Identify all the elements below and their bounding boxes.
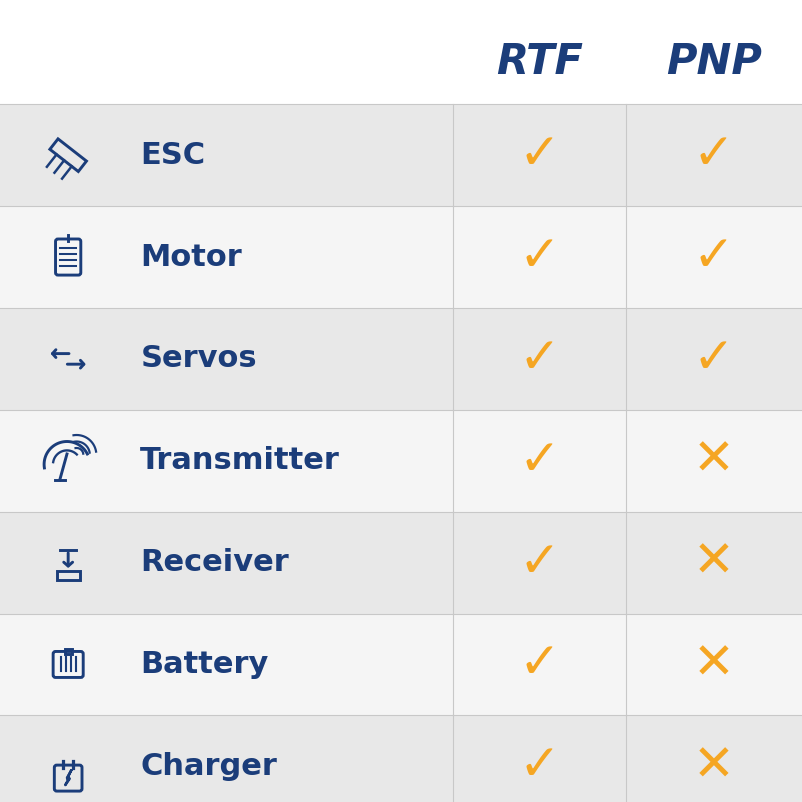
- Text: ✓: ✓: [518, 132, 561, 179]
- Text: ✕: ✕: [693, 743, 735, 790]
- Text: RTF: RTF: [496, 41, 583, 83]
- Text: ✓: ✓: [518, 437, 561, 484]
- Text: ✓: ✓: [518, 539, 561, 586]
- Bar: [0, 512, 802, 614]
- Bar: [57, 571, 79, 580]
- Bar: [0, 206, 802, 308]
- Text: ✕: ✕: [693, 641, 735, 688]
- Text: ✓: ✓: [518, 335, 561, 383]
- Text: Charger: Charger: [140, 751, 277, 781]
- Text: Receiver: Receiver: [140, 548, 289, 577]
- Bar: [0, 410, 802, 512]
- Bar: [0, 104, 802, 206]
- Text: ✕: ✕: [693, 539, 735, 586]
- Text: ✓: ✓: [693, 335, 735, 383]
- Bar: [0, 308, 802, 410]
- Text: ✓: ✓: [693, 233, 735, 281]
- Text: Motor: Motor: [140, 242, 242, 272]
- Bar: [65, 649, 71, 654]
- Text: ✓: ✓: [693, 132, 735, 179]
- Text: Transmitter: Transmitter: [140, 446, 340, 476]
- Text: ✓: ✓: [518, 743, 561, 790]
- Text: Servos: Servos: [140, 344, 257, 374]
- Text: PNP: PNP: [666, 41, 762, 83]
- Bar: [0, 614, 802, 715]
- Text: ✓: ✓: [518, 641, 561, 688]
- Text: ESC: ESC: [140, 140, 205, 170]
- Text: Battery: Battery: [140, 650, 269, 679]
- Text: ✕: ✕: [693, 437, 735, 484]
- Text: ✓: ✓: [518, 233, 561, 281]
- Bar: [0, 20, 802, 104]
- Bar: [0, 715, 802, 802]
